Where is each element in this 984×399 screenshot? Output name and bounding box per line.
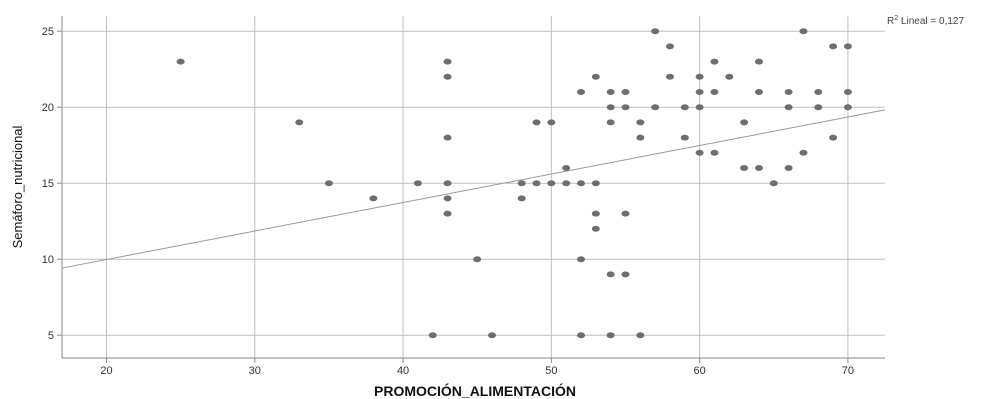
data-point (488, 332, 497, 339)
data-point (814, 104, 823, 111)
data-point (369, 195, 378, 202)
tick-labels: 5 10 15 20 25 20 30 40 50 60 70 (42, 26, 854, 377)
data-point (606, 271, 615, 278)
data-point (517, 195, 526, 202)
data-point (665, 43, 674, 50)
y-tick-label: 5 (48, 330, 54, 342)
data-point (621, 89, 630, 95)
data-point (606, 89, 615, 95)
regression-line (61, 109, 886, 269)
y-tick-label: 20 (42, 102, 54, 114)
data-point (740, 119, 749, 126)
x-tick-label: 40 (397, 365, 409, 377)
data-point (324, 180, 333, 187)
data-point (562, 165, 571, 171)
data-point (591, 180, 600, 187)
data-point (651, 28, 660, 35)
x-tick-label: 50 (545, 365, 557, 377)
data-point (547, 119, 556, 126)
data-point (710, 58, 719, 65)
data-point (621, 210, 630, 217)
data-point (606, 119, 615, 126)
data-point (754, 58, 763, 65)
data-point (636, 332, 645, 339)
data-point (176, 58, 185, 65)
data-point (784, 165, 793, 171)
x-tick-label: 30 (249, 365, 261, 377)
x-tick-label: 60 (694, 365, 706, 377)
data-point (740, 165, 749, 171)
data-point (577, 332, 586, 339)
regression-line-group (61, 109, 886, 269)
data-point (843, 43, 852, 50)
data-point (784, 104, 793, 111)
data-point (784, 89, 793, 95)
data-point (577, 180, 586, 187)
data-point (591, 225, 600, 232)
data-point (562, 180, 571, 187)
y-axis-title: Semáforo_nutricional (10, 125, 25, 248)
data-point (829, 43, 838, 50)
data-point (725, 73, 734, 80)
data-point (443, 180, 452, 187)
data-point (606, 332, 615, 339)
data-points (176, 28, 852, 339)
data-point (665, 73, 674, 80)
data-point (754, 89, 763, 95)
x-tick-label: 70 (842, 365, 854, 377)
data-point (443, 195, 452, 202)
data-point (710, 89, 719, 95)
y-tick-label: 15 (42, 178, 54, 190)
r2-value: Lineal = 0,127 (898, 16, 964, 27)
data-point (413, 180, 422, 187)
data-point (443, 58, 452, 65)
data-point (532, 119, 541, 126)
data-point (843, 89, 852, 95)
x-tick-label: 20 (100, 365, 112, 377)
data-point (547, 180, 556, 187)
y-tick-label: 25 (42, 26, 54, 38)
data-point (606, 104, 615, 111)
data-point (443, 73, 452, 80)
r2-prefix: R (887, 16, 894, 27)
r2-label: R2 Lineal = 0,127 (887, 15, 964, 27)
data-point (591, 210, 600, 217)
data-point (443, 210, 452, 217)
data-point (710, 149, 719, 156)
data-point (636, 119, 645, 126)
data-point (532, 180, 541, 187)
grid-lines (62, 16, 885, 358)
data-point (621, 104, 630, 111)
axes (57, 16, 885, 363)
data-point (695, 149, 704, 156)
data-point (754, 165, 763, 171)
data-point (814, 89, 823, 95)
data-point (695, 73, 704, 80)
data-point (517, 180, 526, 187)
data-point (829, 134, 838, 141)
data-point (695, 89, 704, 95)
data-point (680, 134, 689, 141)
data-point (843, 104, 852, 111)
data-point (443, 134, 452, 141)
data-point (799, 149, 808, 156)
data-point (636, 134, 645, 141)
data-point (295, 119, 304, 126)
y-tick-label: 10 (42, 254, 54, 266)
data-point (680, 104, 689, 111)
data-point (695, 104, 704, 111)
x-axis-title: PROMOCIÓN_ALIMENTACIÓN (374, 382, 576, 399)
data-point (591, 73, 600, 80)
data-point (651, 104, 660, 111)
data-point (577, 256, 586, 263)
data-point (621, 271, 630, 278)
data-point (577, 89, 586, 95)
r2-superscript: 2 (894, 15, 898, 22)
data-point (473, 256, 482, 263)
data-point (769, 180, 778, 187)
data-point (428, 332, 437, 339)
data-point (799, 28, 808, 35)
